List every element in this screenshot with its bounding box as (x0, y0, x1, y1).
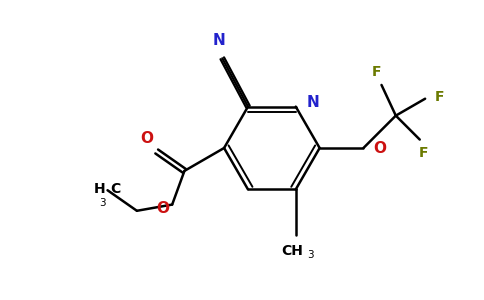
Text: F: F (435, 90, 445, 104)
Text: O: O (373, 140, 386, 155)
Text: CH: CH (281, 244, 302, 258)
Text: N: N (307, 95, 319, 110)
Text: 3: 3 (99, 198, 106, 208)
Text: 3: 3 (307, 250, 313, 260)
Text: H: H (94, 182, 106, 196)
Text: C: C (110, 182, 121, 196)
Text: O: O (140, 130, 153, 146)
Text: F: F (419, 146, 428, 160)
Text: N: N (213, 33, 226, 48)
Text: O: O (157, 201, 170, 216)
Text: F: F (372, 65, 381, 79)
